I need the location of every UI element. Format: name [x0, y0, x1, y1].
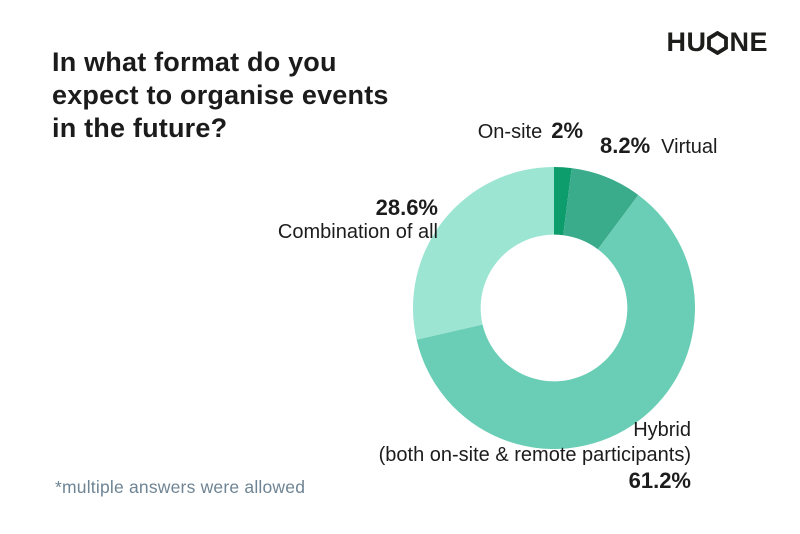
hybrid-label-line-2: (both on-site & remote participants): [378, 444, 691, 466]
combination-label: Combination of all: [277, 221, 438, 243]
logo-text-ne: NE: [729, 27, 768, 57]
logo-text-hu: HU: [666, 27, 707, 57]
donut-segment-hybrid: [416, 194, 695, 449]
huone-logo: HU NE: [666, 27, 768, 58]
footnote: *multiple answers were allowed: [55, 477, 306, 497]
donut-segment-virtual: [563, 168, 639, 250]
donut-segment-onsite: [554, 167, 572, 236]
donut-chart: [413, 167, 695, 449]
donut-segment-combination: [413, 167, 554, 340]
hybrid-value: 61.2%: [628, 468, 691, 493]
onsite-label: On-site: [477, 121, 543, 143]
hexagon-icon: [706, 30, 729, 55]
chart-title: In what format do you expect to organise…: [52, 46, 389, 145]
chart-title-line-2: expect to organise events: [52, 80, 389, 110]
virtual-value: 8.2%: [600, 133, 651, 158]
callout-onsite: On-site 2%: [478, 118, 583, 145]
callout-hybrid: Hybrid (both on-site & remote participan…: [379, 418, 691, 493]
callout-virtual: 8.2% Virtual: [600, 133, 717, 160]
hybrid-label-line-1: Hybrid: [633, 419, 691, 441]
virtual-label: Virtual: [661, 136, 718, 158]
onsite-value: 2%: [551, 118, 583, 143]
chart-title-line-1: In what format do you: [52, 47, 337, 77]
chart-title-line-3: in the future?: [52, 113, 228, 143]
callout-combination: 28.6% Combination of all: [278, 195, 438, 245]
combination-value: 28.6%: [375, 195, 438, 220]
